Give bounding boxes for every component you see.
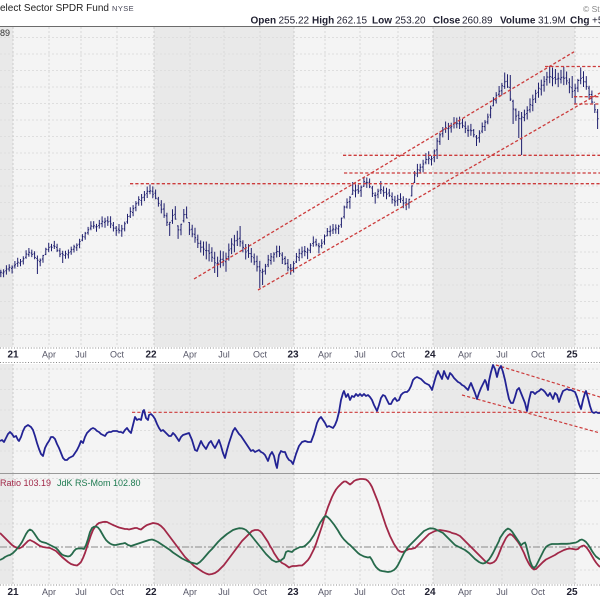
svg-text:23: 23	[287, 587, 299, 598]
svg-text:Apr: Apr	[183, 587, 197, 597]
svg-text:25: 25	[566, 350, 578, 361]
svg-text:High: High	[312, 16, 334, 27]
svg-text:Open: Open	[251, 16, 277, 27]
svg-text:Jul: Jul	[496, 587, 508, 597]
svg-text:JdK RS-Mom 102.80: JdK RS-Mom 102.80	[57, 478, 141, 488]
svg-text:Jul: Jul	[75, 350, 87, 360]
svg-text:253.20: 253.20	[395, 16, 426, 27]
svg-text:Jul: Jul	[75, 587, 87, 597]
svg-text:24: 24	[424, 587, 436, 598]
svg-text:Oct: Oct	[253, 350, 268, 360]
svg-text:Oct: Oct	[110, 587, 125, 597]
svg-text:22: 22	[145, 350, 157, 361]
svg-text:Volume: Volume	[500, 16, 536, 27]
svg-text:Oct: Oct	[253, 587, 268, 597]
svg-text:Oct: Oct	[110, 350, 125, 360]
svg-text:Oct: Oct	[391, 350, 406, 360]
svg-text:+5: +5	[592, 16, 600, 27]
svg-text:Jul: Jul	[496, 350, 508, 360]
svg-text:Low: Low	[372, 16, 392, 27]
svg-text:Chg: Chg	[570, 16, 589, 27]
svg-text:260.89: 260.89	[462, 16, 493, 27]
svg-text:21: 21	[7, 587, 19, 598]
svg-text:22: 22	[145, 587, 157, 598]
svg-text:Jul: Jul	[354, 350, 366, 360]
svg-text:24: 24	[424, 350, 436, 361]
svg-text:89: 89	[0, 28, 10, 38]
svg-text:23: 23	[287, 350, 299, 361]
svg-text:25: 25	[566, 587, 578, 598]
svg-text:Jul: Jul	[218, 587, 230, 597]
svg-text:Apr: Apr	[318, 587, 332, 597]
svg-text:Apr: Apr	[458, 587, 472, 597]
svg-text:Close: Close	[433, 16, 461, 27]
svg-text:21: 21	[7, 350, 19, 361]
svg-text:Oct: Oct	[531, 587, 546, 597]
svg-text:Apr: Apr	[42, 350, 56, 360]
svg-text:Oct: Oct	[531, 350, 546, 360]
svg-text:Apr: Apr	[183, 350, 197, 360]
svg-text:Jul: Jul	[218, 350, 230, 360]
svg-text:Oct: Oct	[391, 587, 406, 597]
svg-text:255.22: 255.22	[279, 16, 310, 27]
svg-text:Ratio 103.19: Ratio 103.19	[0, 478, 51, 488]
svg-text:Apr: Apr	[318, 350, 332, 360]
svg-text:Apr: Apr	[42, 587, 56, 597]
svg-text:elect Sector SPDR Fund: elect Sector SPDR Fund	[0, 3, 109, 14]
svg-text:© St: © St	[583, 4, 600, 14]
svg-text:31.9M: 31.9M	[538, 16, 566, 27]
svg-text:262.15: 262.15	[337, 16, 368, 27]
svg-text:NYSE: NYSE	[112, 4, 134, 13]
svg-text:Apr: Apr	[458, 350, 472, 360]
svg-text:Jul: Jul	[354, 587, 366, 597]
